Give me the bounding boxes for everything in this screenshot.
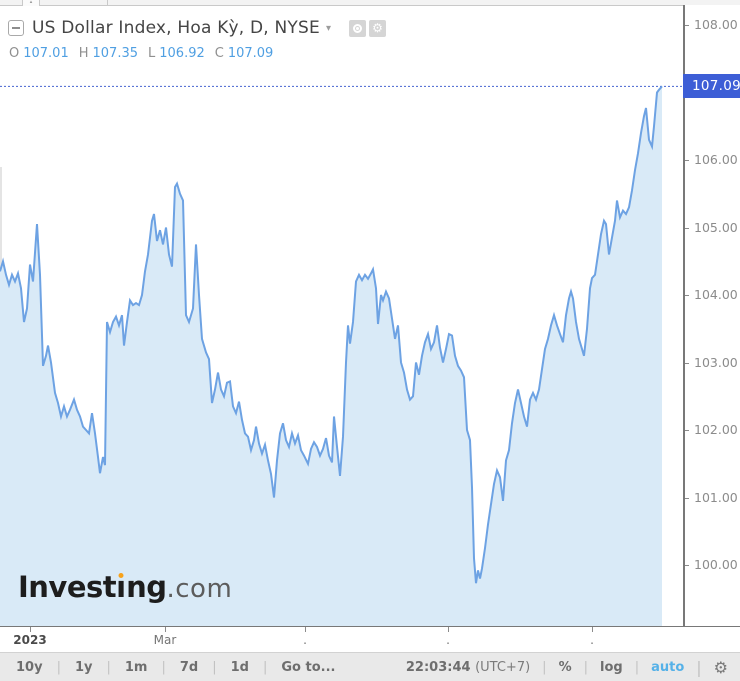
collapse-pane-icon[interactable]: [8, 20, 24, 36]
range-button-7d[interactable]: 7d: [147, 660, 198, 675]
clock: 22:03:44 (UTC+7): [406, 660, 530, 675]
ohlc-key: O: [9, 46, 20, 61]
price-tick: [685, 430, 689, 431]
logo-text-post: ng: [126, 570, 167, 604]
logo-letter-i: ı: [116, 570, 127, 604]
log-scale-button[interactable]: log: [572, 660, 623, 675]
ohlc-value: 106.92: [159, 46, 205, 61]
price-chart-canvas[interactable]: [0, 0, 683, 626]
chart-area[interactable]: US Dollar Index, Hoa Kỳ, D, NYSE ▾ ⚙ O 10…: [0, 0, 683, 626]
ohlc-key: L: [148, 46, 156, 61]
time-tick: [165, 627, 166, 632]
time-tick-label: 2023: [13, 633, 47, 647]
time-scale[interactable]: 2023 Mar...: [0, 626, 740, 652]
symbol-settings-gear-icon[interactable]: ⚙: [368, 19, 386, 37]
price-tick-label: 100.00: [694, 557, 738, 572]
range-button-1y[interactable]: 1y: [43, 660, 93, 675]
chart-settings-gear-icon[interactable]: ⚙: [684, 658, 728, 677]
price-tick: [685, 25, 689, 26]
time-tick: [30, 627, 31, 632]
ohlc-value: 107.01: [23, 46, 69, 61]
range-button-1m[interactable]: 1m: [93, 660, 148, 675]
range-button-go-to[interactable]: Go to...: [249, 660, 335, 675]
price-tick: [685, 497, 689, 499]
pane-collapse-strip: ▴: [0, 0, 740, 6]
toolbar-right-group: 22:03:44 (UTC+7) % log auto ⚙: [406, 658, 728, 677]
price-tick: [685, 160, 689, 161]
time-tick: [305, 627, 306, 632]
hide-symbol-eye-icon[interactable]: [348, 19, 366, 37]
time-tick-label: Mar: [153, 633, 177, 647]
time-tick-label: .: [446, 633, 450, 647]
gear-icon: ⚙: [372, 21, 383, 35]
range-button-1d[interactable]: 1d: [198, 660, 249, 675]
ohlc-key: C: [214, 46, 224, 61]
price-tick-label: 106.00: [694, 152, 738, 167]
price-tick: [685, 295, 689, 296]
left-edge-artifact: [0, 167, 2, 307]
logo-text-pre: Invest: [18, 570, 117, 604]
price-tick: [685, 227, 689, 229]
time-tick-label: .: [590, 633, 594, 647]
area-fill: [0, 86, 662, 626]
symbol-header: US Dollar Index, Hoa Kỳ, D, NYSE ▾ ⚙: [8, 18, 386, 38]
price-tick-label: 101.00: [694, 489, 738, 505]
logo-orange-dot: [118, 573, 124, 578]
clock-time: 22:03:44: [405, 659, 471, 675]
auto-scale-button[interactable]: auto: [623, 660, 684, 675]
expand-pane-icon: ▴: [29, 0, 33, 5]
price-tick-label: 108.00: [694, 17, 738, 32]
range-buttons: 10y1y1m7d1dGo to...: [16, 660, 335, 675]
ohlc-value: 107.35: [92, 46, 139, 61]
price-tick-label: 104.00: [694, 287, 738, 302]
time-tick-label: .: [303, 633, 307, 647]
symbol-actions: ⚙: [348, 19, 386, 37]
price-tick-label: 102.00: [694, 422, 738, 437]
percent-scale-button[interactable]: %: [530, 660, 572, 675]
price-scale[interactable]: 107.09 108.00 106.00 105.00 104.00 103.00 102…: [683, 5, 740, 626]
minus-glyph: [12, 27, 20, 29]
eye-icon: [352, 23, 362, 33]
price-tick: [685, 362, 689, 364]
price-tick-label: 103.00: [694, 354, 738, 370]
chevron-down-icon[interactable]: ▾: [325, 22, 331, 34]
price-line: [0, 85, 663, 584]
pane-strip-divider: [107, 0, 108, 6]
price-tick-label: 105.00: [694, 219, 738, 235]
collapsed-pane-tab[interactable]: ▴: [22, 0, 40, 6]
ohlc-value: 107.09: [227, 46, 274, 61]
investing-logo: Investı ng.com: [18, 570, 232, 604]
ohlc-readout: O 107.01 H 107.35 L 106.92 C 107.09: [9, 46, 283, 61]
time-tick: [448, 627, 449, 632]
range-button-10y[interactable]: 10y: [16, 659, 43, 675]
logo-text-com: .com: [166, 574, 233, 604]
price-tick: [685, 565, 689, 566]
bottom-toolbar: 10y1y1m7d1dGo to... 22:03:44 (UTC+7) % l…: [0, 652, 740, 681]
last-price-label: 107.09: [683, 74, 740, 99]
clock-timezone: (UTC+7): [475, 659, 531, 675]
symbol-title[interactable]: US Dollar Index, Hoa Kỳ, D, NYSE: [32, 18, 320, 38]
time-tick: [592, 627, 593, 632]
ohlc-key: H: [78, 46, 89, 61]
